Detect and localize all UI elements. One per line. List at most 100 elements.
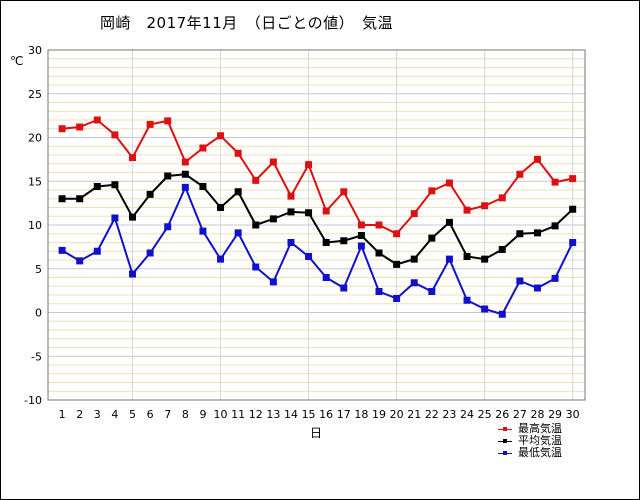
- chart-title: 岡崎 2017年11月 （日ごとの値） 気温: [100, 14, 394, 32]
- data-point-0: [445, 179, 453, 187]
- legend-label-max: 最高気温: [518, 422, 562, 435]
- data-point-2: [164, 223, 172, 231]
- data-point-0: [375, 221, 383, 229]
- x-tick-label: 23: [442, 408, 456, 421]
- data-point-1: [269, 215, 277, 223]
- data-point-1: [181, 170, 189, 178]
- x-tick-label: 21: [407, 408, 421, 421]
- data-point-1: [217, 204, 225, 211]
- data-point-1: [199, 183, 207, 190]
- data-point-1: [305, 209, 313, 217]
- data-point-1: [287, 208, 295, 216]
- data-point-2: [498, 310, 506, 318]
- data-point-0: [269, 158, 277, 166]
- x-axis-ticks: 1 2 3 4 5 6 7 8 9 10 11 12 13 14 15 16 17 18 19 20 21 22 23 24 2…: [59, 408, 580, 421]
- data-point-1: [357, 232, 365, 239]
- data-point-1: [410, 255, 418, 263]
- data-point-1: [252, 221, 260, 229]
- data-point-2: [199, 227, 207, 235]
- data-point-1: [569, 205, 577, 213]
- data-point-1: [93, 183, 101, 190]
- data-point-2: [516, 277, 524, 285]
- data-point-1: [322, 239, 330, 246]
- plot-area: [47, 49, 586, 401]
- x-tick-label: 11: [231, 408, 245, 421]
- data-point-1: [445, 218, 453, 226]
- x-tick-label: 6: [147, 408, 154, 421]
- data-point-1: [76, 195, 84, 203]
- y-tick-label: 30: [28, 44, 42, 57]
- data-point-2: [340, 284, 348, 292]
- y-tick-label: 25: [28, 88, 42, 101]
- data-point-0: [463, 206, 471, 214]
- y-axis-ticks: 30 25 20 15 10 5 0 -5 -10: [24, 44, 42, 407]
- data-point-2: [533, 284, 541, 292]
- y-tick-label: -5: [31, 350, 42, 363]
- x-tick-label: 29: [548, 408, 562, 421]
- y-axis-unit-label: ℃: [10, 54, 24, 68]
- data-point-1: [428, 234, 436, 242]
- x-tick-label: 1: [59, 408, 66, 421]
- x-tick-label: 24: [460, 408, 474, 421]
- data-point-1: [551, 222, 559, 230]
- data-point-0: [181, 158, 189, 166]
- data-point-2: [146, 249, 154, 257]
- y-tick-label: 10: [28, 219, 42, 232]
- data-point-0: [58, 125, 66, 133]
- x-tick-label: 26: [495, 408, 509, 421]
- data-point-0: [93, 116, 101, 124]
- data-point-1: [146, 190, 154, 198]
- x-tick-label: 18: [354, 408, 368, 421]
- data-point-2: [111, 214, 119, 222]
- x-tick-label: 25: [478, 408, 492, 421]
- y-tick-label: 0: [35, 307, 42, 320]
- legend-marker-max: [503, 427, 507, 431]
- data-point-0: [569, 175, 577, 183]
- data-point-0: [322, 207, 330, 215]
- x-tick-label: 8: [182, 408, 189, 421]
- x-tick-label: 5: [129, 408, 136, 421]
- y-tick-label: 15: [28, 175, 42, 188]
- data-point-0: [428, 187, 436, 195]
- data-point-2: [76, 257, 84, 265]
- data-point-0: [76, 123, 84, 131]
- data-point-1: [516, 230, 524, 238]
- x-tick-label: 13: [266, 408, 280, 421]
- x-tick-label: 7: [164, 408, 171, 421]
- data-point-2: [93, 247, 101, 255]
- data-point-2: [481, 305, 489, 313]
- minor-gridlines: [48, 58, 585, 392]
- data-point-1: [340, 237, 348, 245]
- legend-label-avg: 平均気温: [518, 434, 562, 447]
- data-point-2: [375, 288, 383, 295]
- x-tick-label: 3: [94, 408, 101, 421]
- data-point-1: [234, 188, 242, 196]
- x-tick-label: 22: [425, 408, 439, 421]
- data-point-0: [252, 176, 260, 184]
- x-tick-label: 14: [284, 408, 298, 421]
- series-group: [58, 116, 577, 318]
- x-tick-label: 16: [319, 408, 333, 421]
- y-tick-label: -10: [24, 394, 42, 407]
- data-point-0: [164, 117, 172, 125]
- data-point-2: [393, 295, 401, 302]
- data-point-2: [269, 278, 277, 286]
- legend-marker-avg: [503, 439, 507, 443]
- y-tick-label: 5: [35, 263, 42, 276]
- data-point-0: [305, 161, 313, 169]
- data-point-0: [481, 202, 489, 210]
- data-point-0: [551, 178, 559, 186]
- data-point-1: [375, 249, 383, 257]
- data-point-0: [533, 155, 541, 163]
- data-point-2: [305, 253, 313, 260]
- x-tick-label: 17: [337, 408, 351, 421]
- data-point-2: [234, 229, 242, 237]
- x-tick-label: 12: [249, 408, 263, 421]
- data-point-2: [569, 239, 577, 246]
- data-point-1: [533, 229, 541, 237]
- data-point-2: [181, 183, 189, 191]
- data-point-1: [498, 246, 506, 253]
- data-point-0: [199, 144, 207, 152]
- x-tick-label: 19: [372, 408, 386, 421]
